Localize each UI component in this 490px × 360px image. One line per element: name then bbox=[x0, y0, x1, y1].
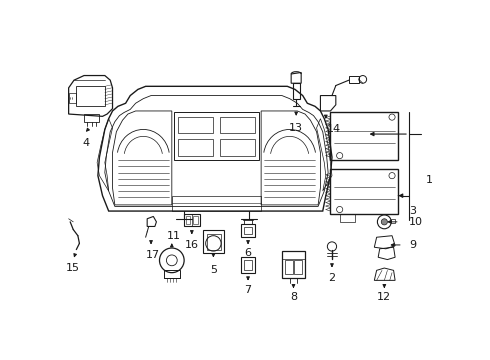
Text: 5: 5 bbox=[210, 265, 217, 275]
Text: 1: 1 bbox=[426, 175, 433, 185]
Text: 9: 9 bbox=[409, 240, 416, 250]
Text: 17: 17 bbox=[147, 250, 160, 260]
Text: 10: 10 bbox=[409, 217, 423, 227]
Text: 4: 4 bbox=[82, 138, 89, 148]
Text: 15: 15 bbox=[66, 263, 80, 273]
Text: 2: 2 bbox=[328, 273, 336, 283]
Text: 7: 7 bbox=[245, 285, 251, 294]
Text: 16: 16 bbox=[185, 240, 199, 250]
Circle shape bbox=[381, 219, 388, 225]
Text: 6: 6 bbox=[245, 248, 251, 258]
Text: 12: 12 bbox=[377, 292, 392, 302]
Text: 11: 11 bbox=[167, 231, 181, 241]
Text: 3: 3 bbox=[409, 206, 416, 216]
Text: 14: 14 bbox=[326, 125, 341, 134]
Text: 13: 13 bbox=[289, 123, 303, 133]
Text: 8: 8 bbox=[290, 292, 297, 302]
